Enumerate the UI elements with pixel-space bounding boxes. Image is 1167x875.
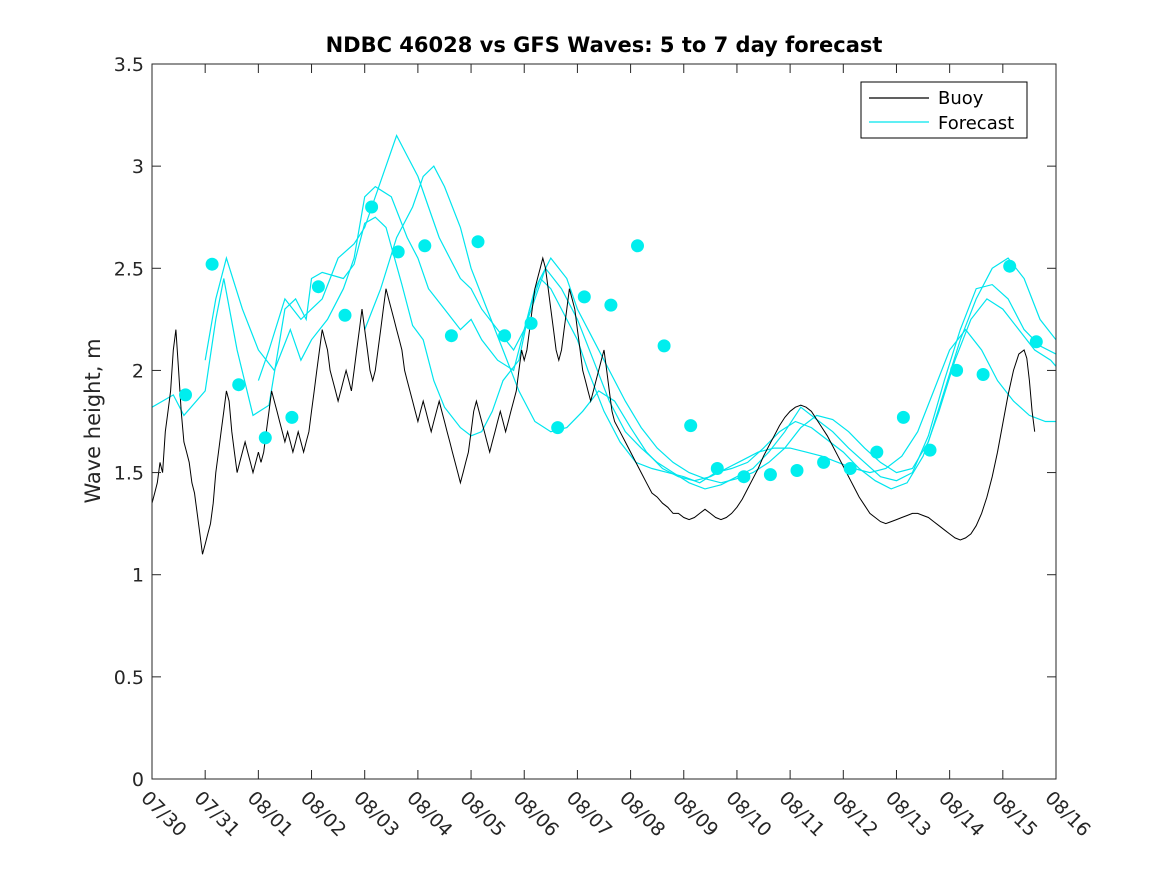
forecast-marker-22 <box>737 470 751 484</box>
forecast-marker-26 <box>843 462 857 475</box>
forecast-marker-9 <box>391 245 405 259</box>
forecast-marker-7 <box>338 308 352 322</box>
y-tick-label: 0 <box>132 769 144 791</box>
y-tick-label: 0.5 <box>114 667 144 689</box>
forecast-series-line-3 <box>257 133 1056 484</box>
y-tick-label: 2.5 <box>114 258 144 280</box>
forecast-marker-17 <box>604 298 618 312</box>
forecast-marker-29 <box>923 443 937 457</box>
forecast-marker-21 <box>710 462 724 475</box>
forecast-series-line-4 <box>364 165 1056 482</box>
forecast-marker-6 <box>311 280 325 294</box>
forecast-marker-10 <box>418 239 432 253</box>
forecast-marker-23 <box>763 468 777 482</box>
chart-title: NDBC 46028 vs GFS Waves: 5 to 7 day fore… <box>326 33 883 57</box>
forecast-marker-11 <box>444 329 458 343</box>
forecast-marker-13 <box>498 329 512 343</box>
y-tick-label: 3.5 <box>114 54 144 76</box>
forecast-series-line-2 <box>204 185 1056 490</box>
forecast-marker-3 <box>232 378 246 392</box>
forecast-marker-14 <box>524 316 538 330</box>
y-axis-label: Wave height, m <box>81 338 105 503</box>
forecast-marker-24 <box>790 464 804 477</box>
forecast-marker-15 <box>551 421 565 435</box>
forecast-marker-33 <box>1029 335 1043 349</box>
forecast-marker-5 <box>285 410 299 424</box>
forecast-marker-1 <box>179 388 192 402</box>
forecast-marker-19 <box>657 339 671 353</box>
y-tick-label: 2 <box>132 360 144 382</box>
legend: Buoy Forecast <box>860 81 1028 139</box>
forecast-marker-2 <box>205 257 219 271</box>
forecast-marker-8 <box>365 200 379 214</box>
forecast-marker-20 <box>684 419 698 433</box>
forecast-marker-27 <box>870 445 884 459</box>
y-tick-label: 3 <box>132 156 144 178</box>
forecast-marker-12 <box>471 235 485 249</box>
legend-buoy-label: Buoy <box>938 88 984 109</box>
y-tick-label: 1.5 <box>114 463 144 485</box>
legend-forecast-label: Forecast <box>938 113 1014 134</box>
legend-box <box>860 81 1028 139</box>
forecast-marker-30 <box>950 363 964 377</box>
y-tick-label: 1 <box>132 565 144 587</box>
forecast-marker-18 <box>631 239 644 253</box>
plot-area-frame <box>151 63 1057 780</box>
forecast-marker-31 <box>976 368 990 381</box>
forecast-marker-16 <box>577 290 591 304</box>
forecast-marker-32 <box>1003 259 1017 273</box>
forecast-marker-25 <box>817 455 831 469</box>
forecast-marker-28 <box>896 410 910 424</box>
forecast-marker-4 <box>258 431 272 445</box>
